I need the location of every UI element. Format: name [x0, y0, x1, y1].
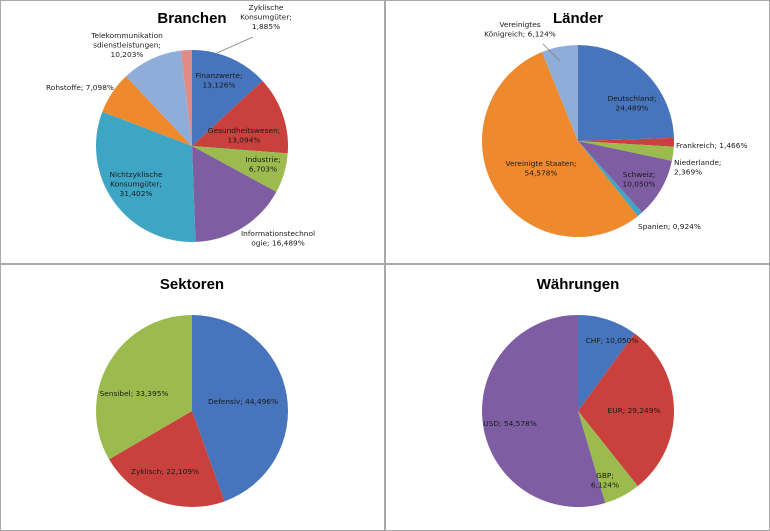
chart-panel-laender: Länder Deutschland; 24,489% Frankreich; 1,4… [385, 0, 770, 264]
pie-chart-lander: Länder Deutschland; 24,489% Frankreich; 1,4… [481, 10, 748, 238]
pie-slice-telekommunikationsdienstleistungen [125, 50, 192, 146]
data-label-line: Spanien; 0,924% [638, 222, 701, 231]
data-label-line: Vereinigtes [499, 20, 540, 29]
pie-slice-rohstoffe [102, 76, 192, 146]
data-label-vereinigtes-konigreich: Vereinigtes Königreich; 6,124% [484, 20, 556, 39]
data-label-line: 2,369% [674, 168, 702, 177]
data-label-line: 24,489% [616, 104, 649, 113]
data-label-finanzwerte: Finanzwerte; 13,126% [195, 71, 242, 90]
data-label-line: 1,885% [252, 22, 280, 31]
data-label-nichtzyklische-konsumguter: Nichtzyklische Konsumgüter; 31,402% [109, 170, 162, 198]
data-label-line: Defensiv; 44,496% [208, 397, 278, 406]
data-label-line: Sensibel; 33,395% [100, 389, 169, 398]
data-label-gbp: GBP; 6,124% [591, 471, 619, 490]
data-label-telekommunikationsdienstleistungen: Telekommunikation sdienstleistungen; 10,20… [90, 31, 163, 59]
data-label-usd: USD; 54,578% [483, 419, 537, 428]
data-label-line: ogie; 16,489% [251, 239, 305, 248]
data-label-zyklisch: Zyklisch; 22,109% [131, 467, 199, 476]
data-label-line: 6,124% [591, 481, 619, 490]
data-label-frankreich: Frankreich; 1,466% [676, 141, 748, 150]
data-label-line: 10,203% [111, 50, 144, 59]
data-label-line: Zyklisch; 22,109% [131, 467, 199, 476]
pie-chart-sektoren: Sektoren Defensiv; 44,496% Zyklisch; 22,10… [96, 276, 289, 508]
data-label-line: 31,402% [120, 189, 153, 198]
pie-slice-usd [482, 315, 606, 507]
data-label-zyklische-konsumguter: Zyklische Konsumgüter; 1,885% [240, 3, 292, 31]
leader-line [542, 43, 561, 62]
data-label-line: CHF; 10,050% [586, 336, 639, 345]
pie-slice-zyklisch [109, 411, 225, 508]
pie-slice-zyklische-konsumguter [180, 49, 192, 146]
data-label-line: Nichtzyklische [109, 170, 162, 179]
pie-slice-defensiv [192, 315, 289, 502]
pie-slice-deutschland [578, 45, 674, 141]
data-label-vereinigte-staaten: Vereinigte Staaten; 54,578% [506, 159, 577, 178]
pie-slice-spanien [578, 141, 643, 217]
pie-slice-schweiz [578, 141, 672, 213]
pie-slice-eur [578, 333, 674, 487]
data-label-line: Niederlande; [674, 158, 721, 167]
pie-slice-niederlande [578, 141, 674, 161]
data-label-line: Telekommunikation [90, 31, 163, 40]
chart-panel-sektoren: Sektoren Defensiv; 44,496% Zyklisch; 22,10… [0, 264, 385, 531]
data-label-line: sdienstleistungen; [93, 41, 161, 50]
data-label-line: 6,703% [249, 165, 277, 174]
data-label-eur: EUR; 29,249% [608, 406, 661, 415]
data-label-sensibel: Sensibel; 33,395% [100, 389, 169, 398]
pie-slice-frankreich [578, 137, 675, 147]
data-label-informationstechnologie: Informationstechnol ogie; 16,489% [241, 229, 315, 248]
pie-chart-branchen: Branchen Finanzwerte; 13,126% Gesundheitswe… [46, 3, 315, 248]
data-label-industrie: Industrie; 6,703% [245, 155, 280, 174]
data-label-line: Frankreich; 1,466% [676, 141, 748, 150]
pie-slice-nichtzyklische-konsumguter [95, 111, 196, 242]
data-label-line: GBP; [596, 471, 614, 480]
data-label-defensiv: Defensiv; 44,496% [208, 397, 278, 406]
chart-title: Länder [553, 10, 603, 27]
data-label-line: Informationstechnol [241, 229, 315, 238]
data-label-line: 54,578% [525, 169, 558, 178]
data-label-line: Gesundheitswesen; [208, 126, 280, 135]
data-label-line: Industrie; [245, 155, 280, 164]
data-label-line: Deutschland; [608, 94, 657, 103]
chart-panel-waehrungen: Währungen CHF; 10,050% EUR; 29,249% GBP; 6,1… [385, 264, 770, 531]
data-label-spanien: Spanien; 0,924% [638, 222, 701, 231]
pie-slice-vereinigtes-konigreich [541, 45, 578, 141]
data-label-line: USD; 54,578% [483, 419, 537, 428]
chart-title: Währungen [537, 276, 620, 293]
data-label-line: 13,126% [203, 81, 236, 90]
data-label-schweiz: Schweiz; 10,050% [623, 170, 656, 189]
data-label-niederlande: Niederlande; 2,369% [674, 158, 721, 177]
chart-title: Branchen [157, 10, 226, 27]
data-label-gesundheitswesen: Gesundheitswesen; 13,094% [208, 126, 280, 145]
data-label-chf: CHF; 10,050% [586, 336, 639, 345]
pie-slice-gbp [578, 411, 638, 504]
chart-title: Sektoren [160, 276, 224, 293]
data-label-line: EUR; 29,249% [608, 406, 661, 415]
pie-chart-wahrungen: Währungen CHF; 10,050% EUR; 29,249% GBP; 6,1… [482, 276, 674, 507]
pie-slice-vereinigte-staaten [481, 52, 638, 238]
pie-slice-industrie [192, 146, 288, 192]
data-label-line: Konsumgüter; [240, 13, 292, 22]
data-label-line: Zyklische [249, 3, 284, 12]
chart-panel-branchen: Branchen Finanzwerte; 13,126% Gesundheitswe… [0, 0, 385, 264]
data-label-rohstoffe: Rohstoffe; 7,098% [46, 83, 114, 92]
data-label-line: Konsumgüter; [110, 180, 162, 189]
data-label-deutschland: Deutschland; 24,489% [608, 94, 657, 113]
data-label-line: Vereinigte Staaten; [506, 159, 577, 168]
pie-slice-finanzwerte [192, 50, 263, 146]
data-label-line: Königreich; 6,124% [484, 30, 556, 39]
data-label-line: Schweiz; [623, 170, 655, 179]
pie-slice-gesundheitswesen [192, 80, 289, 154]
data-label-line: 10,050% [623, 180, 656, 189]
pie-slice-informationstechnologie [192, 146, 277, 242]
pie-slice-sensibel [96, 315, 192, 460]
data-label-line: Finanzwerte; [195, 71, 242, 80]
data-label-line: 13,094% [228, 136, 261, 145]
leader-line [216, 36, 254, 54]
pie-slice-chf [578, 315, 635, 411]
data-label-line: Rohstoffe; 7,098% [46, 83, 114, 92]
